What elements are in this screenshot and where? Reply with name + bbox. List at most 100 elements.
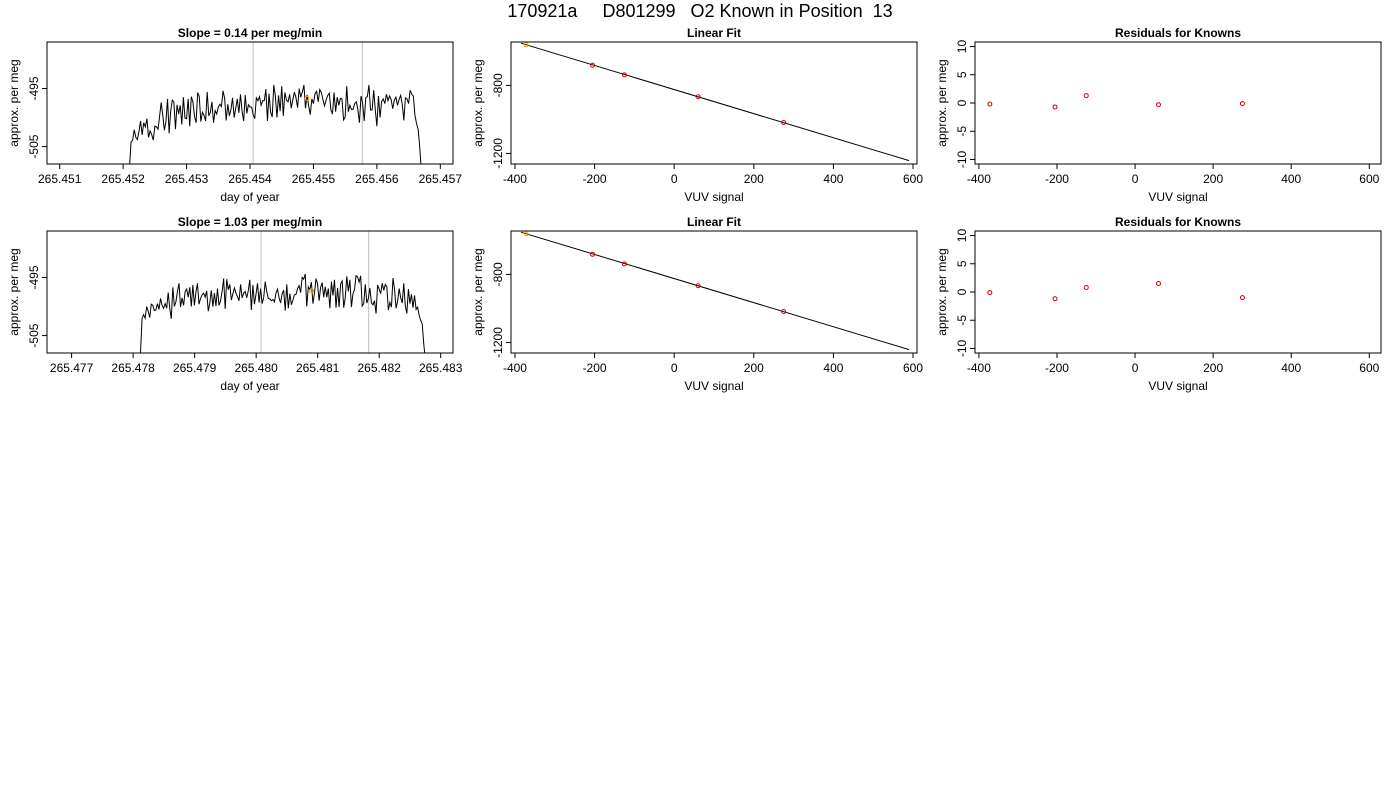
y-tick-label: 5 [955, 71, 969, 78]
x-tick-label: 0 [1132, 172, 1139, 186]
y-axis-label: approx. per meg [935, 59, 949, 146]
y-tick-label: -10 [955, 150, 969, 168]
x-tick-label: 265.481 [296, 361, 340, 375]
x-axis-label: VUV signal [684, 190, 743, 204]
panel-2: Linear Fit -400 -200 0 200 400 600 -1200 -800 VUV… [471, 26, 923, 204]
data-point [523, 42, 529, 48]
x-tick-label: 265.478 [111, 361, 155, 375]
plot-frame [510, 230, 918, 354]
y-tick-label: 0 [955, 288, 969, 295]
x-tick-label: 265.453 [165, 172, 209, 186]
data-point [1052, 104, 1058, 110]
x-tick-label: 200 [744, 361, 764, 375]
data-point [781, 308, 787, 314]
x-tick-label: 400 [823, 172, 843, 186]
data-trace [140, 273, 426, 353]
x-tick-label: 0 [671, 361, 678, 375]
panel-title: Residuals for Knowns [1115, 26, 1241, 40]
fit-line [520, 231, 910, 351]
plot-area [520, 42, 910, 162]
data-point [523, 231, 529, 237]
fit-line [520, 42, 910, 162]
x-tick-label: 200 [1203, 361, 1223, 375]
x-tick-label: 400 [1281, 361, 1301, 375]
x-tick-label: 600 [1359, 361, 1379, 375]
data-point [1155, 281, 1161, 287]
panel-4: Slope = 1.03 per meg/min 265.477 265.478 26… [7, 215, 463, 393]
panel-title: Linear Fit [687, 215, 741, 229]
x-tick-label: -400 [503, 361, 527, 375]
y-axis-label: approx. per meg [7, 59, 21, 146]
x-tick-label: 265.457 [419, 172, 463, 186]
y-tick-label: 5 [955, 260, 969, 267]
y-tick-label: -495 [27, 265, 41, 289]
data-point [1052, 296, 1058, 302]
x-tick-label: 265.452 [101, 172, 145, 186]
x-tick-label: -400 [967, 361, 991, 375]
x-tick-label: 600 [903, 361, 923, 375]
x-tick-label: 600 [903, 172, 923, 186]
x-tick-label: -200 [1045, 361, 1069, 375]
x-tick-label: 265.480 [234, 361, 278, 375]
x-tick-label: 265.456 [355, 172, 399, 186]
data-point [590, 62, 596, 68]
data-point [621, 72, 627, 78]
y-tick-label: -505 [27, 134, 41, 158]
x-tick-label: 265.455 [292, 172, 336, 186]
y-tick-label: 0 [955, 99, 969, 106]
y-tick-label: -505 [27, 323, 41, 347]
y-tick-label: -800 [491, 262, 505, 286]
x-tick-label: 200 [1203, 172, 1223, 186]
data-point [1239, 101, 1245, 107]
panel-1: Slope = 0.14 per meg/min 265.451 265.452 26… [7, 26, 462, 204]
x-tick-label: 400 [1281, 172, 1301, 186]
plot-frame [974, 230, 1382, 354]
x-tick-label: 265.482 [357, 361, 401, 375]
plot-frame [510, 41, 918, 165]
panel-title: Linear Fit [687, 26, 741, 40]
mean-point [309, 288, 315, 294]
x-tick-label: -200 [1045, 172, 1069, 186]
data-point [1083, 284, 1089, 290]
data-point [987, 101, 993, 107]
plot-area [987, 93, 1245, 110]
x-tick-label: 600 [1359, 172, 1379, 186]
y-axis-label: approx. per meg [471, 248, 485, 335]
y-axis-label: approx. per meg [471, 59, 485, 146]
y-tick-label: -5 [955, 126, 969, 137]
x-tick-label: -200 [583, 361, 607, 375]
panel-5: Linear Fit -400 -200 0 200 400 600 -1200 -800 VUV… [471, 215, 923, 393]
x-axis-label: day of year [220, 190, 279, 204]
plot-area [987, 281, 1245, 302]
x-tick-label: 265.454 [228, 172, 272, 186]
x-axis-label: VUV signal [684, 379, 743, 393]
x-tick-label: 200 [744, 172, 764, 186]
y-tick-label: -10 [955, 339, 969, 357]
x-tick-label: 0 [671, 172, 678, 186]
y-axis-label: approx. per meg [935, 248, 949, 335]
x-tick-label: -200 [583, 172, 607, 186]
panel-title: Residuals for Knowns [1115, 215, 1241, 229]
y-tick-label: -1200 [491, 138, 505, 169]
data-point [695, 94, 701, 100]
data-point [781, 119, 787, 125]
data-point [590, 251, 596, 257]
data-point [1155, 102, 1161, 108]
x-tick-label: 265.451 [38, 172, 82, 186]
plot-frame [46, 230, 454, 354]
data-point [1239, 295, 1245, 301]
x-tick-label: 265.479 [173, 361, 217, 375]
panel-title: Slope = 0.14 per meg/min [178, 26, 322, 40]
plot-area [140, 231, 426, 353]
panel-6: Residuals for Knowns -400 -200 0 200 400 600 -1… [935, 215, 1382, 393]
figure-title: 170921a D801299 O2 Known in Position 13 [507, 1, 893, 21]
y-tick-label: -5 [955, 315, 969, 326]
y-tick-label: -800 [491, 73, 505, 97]
panel-3: Residuals for Knowns -400 -200 0 200 400 600 -1… [935, 26, 1382, 204]
data-point [621, 261, 627, 267]
panel-title: Slope = 1.03 per meg/min [178, 215, 322, 229]
x-tick-label: 400 [823, 361, 843, 375]
plot-area [520, 231, 910, 351]
x-axis-label: VUV signal [1148, 190, 1207, 204]
